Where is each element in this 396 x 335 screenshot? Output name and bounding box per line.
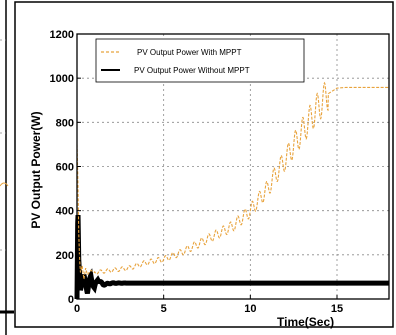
legend: PV Output Power With MPPT PV Output Powe… [95, 38, 305, 83]
figure-frame [14, 1, 394, 328]
left-fragment-curve [0, 182, 9, 187]
y-tick-label: 0 [68, 294, 74, 306]
y-tick-label: 1000 [50, 73, 74, 85]
y-tick-label: 200 [56, 250, 74, 262]
left-fragment [0, 0, 6, 335]
series-line-without-mppt [74, 214, 389, 300]
series-layer [74, 81, 389, 300]
grid-layer [77, 34, 389, 299]
x-axis-label: Time(Sec) [277, 315, 334, 329]
y-axis-label: PV Output Power(W) [29, 111, 43, 228]
y-tick-label: 800 [56, 117, 74, 129]
y-tick-label: 1200 [50, 29, 74, 41]
series-line-with-mppt [76, 81, 389, 280]
legend-box [95, 38, 305, 83]
x-tick-label: 10 [244, 303, 256, 315]
y-tick-label: 600 [56, 162, 74, 174]
x-tick-label: 15 [331, 303, 343, 315]
x-tick-label: 5 [161, 303, 167, 315]
legend-label-with-mppt: PV Output Power With MPPT [137, 48, 242, 57]
x-tick-label: 0 [74, 303, 80, 315]
y-tick-label: 400 [56, 206, 74, 218]
tick-layer: 0 200 400 600 800 1000 1200 0 5 10 15 [50, 29, 344, 315]
legend-label-without-mppt: PV Output Power Without MPPT [134, 66, 250, 75]
